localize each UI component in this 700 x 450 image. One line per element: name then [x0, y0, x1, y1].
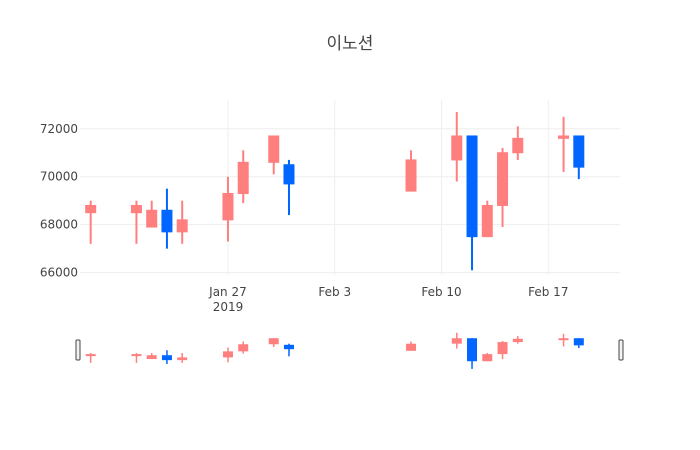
x-tick-label: Feb 3: [318, 285, 351, 299]
slider-candle-body: [573, 338, 584, 346]
range-slider[interactable]: [75, 332, 624, 369]
slider-candle-body: [177, 357, 188, 361]
y-tick-label: 72000: [40, 122, 78, 136]
slider-candle-body: [238, 344, 249, 352]
slider-candle-body: [85, 354, 96, 357]
candle-body: [573, 135, 585, 168]
y-tick-label: 70000: [40, 170, 78, 184]
slider-candle-body: [512, 338, 523, 343]
candle-body: [451, 135, 463, 161]
candle-body: [268, 135, 280, 163]
candle-body: [222, 192, 234, 221]
slider-candle-body: [406, 343, 417, 351]
candle-body: [161, 209, 173, 233]
candle-body: [481, 204, 493, 238]
x-tick-label: Feb 17: [528, 285, 568, 299]
grid-layer: [80, 100, 620, 275]
slider-candle-body: [268, 338, 279, 345]
candle-body: [237, 161, 249, 194]
range-slider-left-handle[interactable]: [75, 339, 81, 361]
y-tick-label: 68000: [40, 218, 78, 232]
candle-body: [283, 164, 295, 185]
slider-candle-body: [131, 354, 142, 357]
candle-body: [558, 135, 570, 139]
slider-candle-body: [467, 338, 478, 362]
candle-body: [130, 204, 142, 214]
chart-title: 이노션: [327, 34, 374, 54]
y-tick-label: 66000: [40, 266, 78, 280]
candle-body: [176, 219, 188, 233]
candle-layer: [85, 111, 585, 271]
range-slider-right-handle[interactable]: [618, 339, 624, 361]
candle-body: [497, 152, 509, 206]
slider-candle-body: [146, 355, 157, 360]
slider-candle-body: [161, 355, 172, 361]
slider-candle-body: [558, 338, 569, 341]
x-tick-label: Jan 27: [208, 285, 247, 299]
candle-body: [405, 159, 417, 192]
candle-body: [146, 209, 158, 228]
candle-body: [85, 204, 97, 214]
candle-body: [466, 135, 478, 238]
slider-candle-body: [497, 342, 508, 355]
candle-body: [512, 137, 524, 154]
slider-candle-body: [283, 344, 294, 350]
slider-candle-body: [222, 351, 233, 358]
x-tick-sublabel: 2019: [213, 300, 244, 314]
x-tick-label: Feb 10: [421, 285, 461, 299]
slider-candle-body: [482, 354, 493, 362]
slider-candle-body: [451, 338, 462, 344]
